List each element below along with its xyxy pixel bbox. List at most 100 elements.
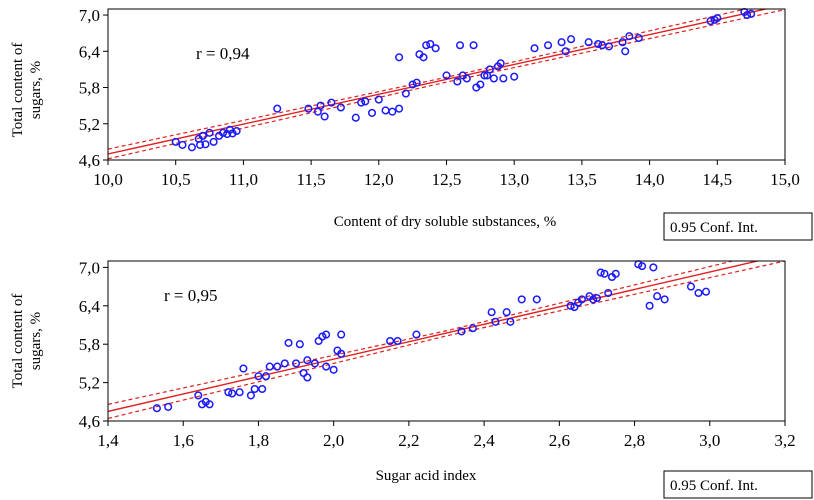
chart-1-ylabel-line2: sugars, % <box>28 61 44 119</box>
chart-1-data-point <box>706 17 715 26</box>
chart-1-y-tick-label: 5,8 <box>79 79 100 98</box>
chart-1-data-point <box>381 106 390 115</box>
chart-1-data-point <box>205 128 214 137</box>
chart-1-annotation: r = 0,94 <box>196 44 250 63</box>
chart-2-data-point <box>337 349 346 358</box>
chart-1-data-point <box>412 78 421 87</box>
chart-1-x-tick-label: 11,0 <box>229 170 258 189</box>
chart-1-x-tick-label: 12,0 <box>364 170 394 189</box>
chart-1-x-tick-label: 14,5 <box>702 170 732 189</box>
chart-2-data-point <box>194 391 203 400</box>
chart-2-legend-box <box>663 470 813 499</box>
chart-2-data-point <box>386 336 395 346</box>
chart-2-data-point <box>273 362 282 371</box>
chart-1-legend-text: 0.95 Conf. Int. <box>670 220 758 236</box>
chart-1-data-point <box>634 33 643 43</box>
chart-1-data-point <box>171 137 180 146</box>
chart-1-data-point <box>557 38 566 47</box>
chart-2-legend: 0.95 Conf. Int. <box>663 470 813 499</box>
chart-2-lines <box>108 261 785 420</box>
chart-2-data-point <box>649 263 658 272</box>
chart-1-ticks: 10,0 10,5 11,0 11,5 12,0 12,5 13,0 13,5 14,0 14,5… <box>79 6 800 189</box>
chart-1-data-point <box>388 107 397 116</box>
chart-1-data-point <box>604 42 614 51</box>
chart-2-data-point <box>611 269 620 278</box>
chart-1-data-point <box>442 71 451 80</box>
chart-2-data-point <box>517 295 526 304</box>
chart-1-data-point <box>544 41 553 50</box>
chart-1-data-point <box>455 41 465 50</box>
chart-2-data-point <box>205 400 214 409</box>
chart-2-xlabel: Sugar acid index <box>376 468 477 484</box>
chart-1-data-point <box>561 47 570 56</box>
chart-2-data-point <box>254 372 263 381</box>
chart-1-data-point <box>747 9 756 18</box>
chart-1-y-tick-label: 6,4 <box>79 42 101 61</box>
chart-1-data-point <box>419 53 428 62</box>
chart-1-data-point <box>232 126 241 136</box>
chart-2-y-tick-label: 7,0 <box>79 258 100 277</box>
chart-2-data-point <box>164 402 173 411</box>
chart-2-data-point <box>694 288 703 298</box>
chart-1-plot-frame <box>107 8 786 161</box>
chart-2-data-point <box>228 389 237 398</box>
chart-2-data-point <box>502 308 511 317</box>
chart-2-y-tick-label: 4,6 <box>79 412 100 431</box>
chart-1-x-tick-label: 10,5 <box>161 170 191 189</box>
chart-1-data-point <box>198 131 207 140</box>
chart-2-x-tick-label: 2,8 <box>624 431 645 450</box>
chart-2-data-point <box>295 340 304 349</box>
chart-1-x-tick-label: 13,5 <box>567 170 597 189</box>
chart-2: Total content of sugars, % 1,4 1,6 1,8 2,0 2… <box>10 258 813 499</box>
chart-2-ticks: 1,4 1,6 1,8 2,0 2,2 2,4 2,6 2,8 3,0 3,2 4,6 5,2 5,8 6… <box>79 258 796 450</box>
chart-1-data-point <box>426 39 435 49</box>
chart-1-data-point <box>351 113 360 122</box>
chart-1-data-point <box>178 140 187 149</box>
chart-1-data-point <box>496 59 505 68</box>
chart-1-data-point <box>219 128 228 137</box>
chart-2-data-point <box>457 327 466 336</box>
chart-1-data-point <box>395 104 404 113</box>
chart-2-y-tick-label: 6,4 <box>79 297 101 316</box>
chart-2-data-point <box>393 336 402 346</box>
chart-2-legend-text: 0.95 Conf. Int. <box>670 478 758 494</box>
chart-2-data-point <box>468 324 477 333</box>
chart-1-data-point <box>625 32 634 41</box>
chart-2-x-tick-label: 2,6 <box>549 431 570 450</box>
chart-1-data-point <box>476 80 485 89</box>
chart-2-ylabel: Total content of sugars, % <box>10 294 44 389</box>
chart-2-y-tick-label: 5,2 <box>79 374 100 393</box>
chart-1-xlabel: Content of dry soluble substances, % <box>334 214 556 230</box>
chart-2-data-point <box>235 388 244 397</box>
chart-1-y-tick-label: 4,6 <box>79 151 100 170</box>
chart-2-y-tick-label: 5,8 <box>79 335 100 354</box>
chart-2-data-point <box>258 384 267 394</box>
chart-2-x-tick-label: 1,6 <box>173 431 194 450</box>
chart-1-data-point <box>485 65 494 74</box>
chart-2-data-point <box>284 338 293 347</box>
chart-2-x-tick-label: 2,0 <box>323 431 344 450</box>
chart-2-data-point <box>604 288 613 298</box>
chart-2-x-tick-label: 1,8 <box>248 431 269 450</box>
chart-2-ci-upper-line <box>108 261 736 405</box>
chart-2-data-point <box>239 364 248 373</box>
chart-2-data-point <box>303 356 312 365</box>
chart-2-data-point <box>322 330 331 339</box>
chart-1-x-tick-label: 14,0 <box>635 170 665 189</box>
chart-2-data-point <box>337 330 346 339</box>
chart-1-data-point <box>320 112 329 121</box>
chart-1-data-point <box>187 143 196 152</box>
chart-2-data-point <box>261 372 271 381</box>
chart-2-data-point <box>487 308 496 317</box>
chart-1-data-point <box>273 104 282 113</box>
chart-2-data-point <box>310 359 319 368</box>
chart-2-data-point <box>600 269 609 278</box>
chart-1-x-tick-label: 11,5 <box>297 170 326 189</box>
chart-2-data-point <box>303 373 312 382</box>
chart-2-ci-lower-line <box>108 261 785 420</box>
chart-2-data-point <box>250 384 259 394</box>
chart-2-data-point <box>596 268 605 277</box>
chart-1: Total content of sugars, % 10,0 10,5 11,0 1… <box>10 6 813 241</box>
chart-1-data-point <box>530 44 539 53</box>
